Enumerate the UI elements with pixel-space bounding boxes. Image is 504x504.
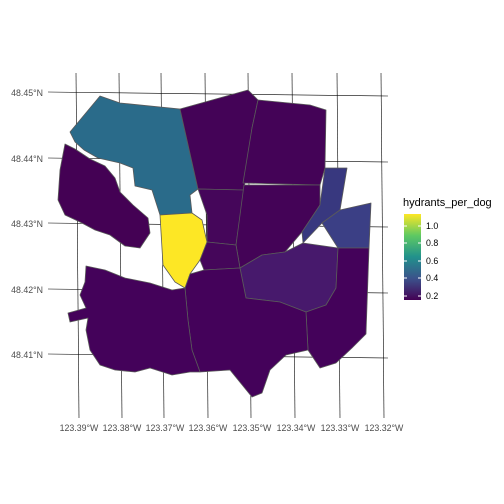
legend-title: hydrants_per_dog — [403, 197, 492, 209]
x-tick-label: 123.39°W — [60, 423, 99, 433]
x-tick-label: 123.37°W — [146, 423, 185, 433]
regions — [57, 89, 372, 398]
legend-label: 0.2 — [426, 291, 438, 301]
x-tick-label: 123.33°W — [321, 423, 360, 433]
x-tick-label: 123.35°W — [233, 423, 272, 433]
region-center-yellow — [159, 212, 208, 289]
x-tick-label: 123.34°W — [277, 423, 316, 433]
region-far-east — [305, 247, 370, 369]
legend-label: 0.4 — [426, 273, 438, 283]
y-tick-label: 48.42°N — [11, 285, 43, 295]
region-south-west — [67, 265, 201, 376]
legend-label: 1.0 — [426, 221, 438, 231]
y-axis-labels: 48.45°N 48.44°N 48.43°N 48.42°N 48.41°N — [11, 88, 43, 360]
y-tick-label: 48.41°N — [11, 350, 43, 360]
x-tick-label: 123.36°W — [189, 423, 228, 433]
meridian-123-32 — [380, 72, 385, 419]
region-west-peninsula — [57, 143, 151, 249]
y-tick-label: 48.44°N — [11, 154, 43, 164]
legend-colorbar — [404, 214, 421, 300]
region-north-east — [242, 99, 327, 186]
x-tick-label: 123.38°W — [103, 423, 142, 433]
parallel-48-45 — [47, 91, 389, 97]
legend-label: 0.8 — [426, 238, 438, 248]
y-tick-label: 48.43°N — [11, 219, 43, 229]
legend: hydrants_per_dog 1.0 0.8 0.6 0.4 0.2 — [403, 197, 492, 301]
x-axis-labels: 123.39°W 123.38°W 123.37°W 123.36°W 123.… — [60, 423, 404, 433]
y-tick-label: 48.45°N — [11, 88, 43, 98]
region-center-small — [199, 241, 241, 271]
region-north-west — [69, 95, 199, 216]
region-east-strip — [301, 167, 348, 244]
x-tick-label: 123.32°W — [365, 423, 404, 433]
legend-label: 0.6 — [426, 256, 438, 266]
